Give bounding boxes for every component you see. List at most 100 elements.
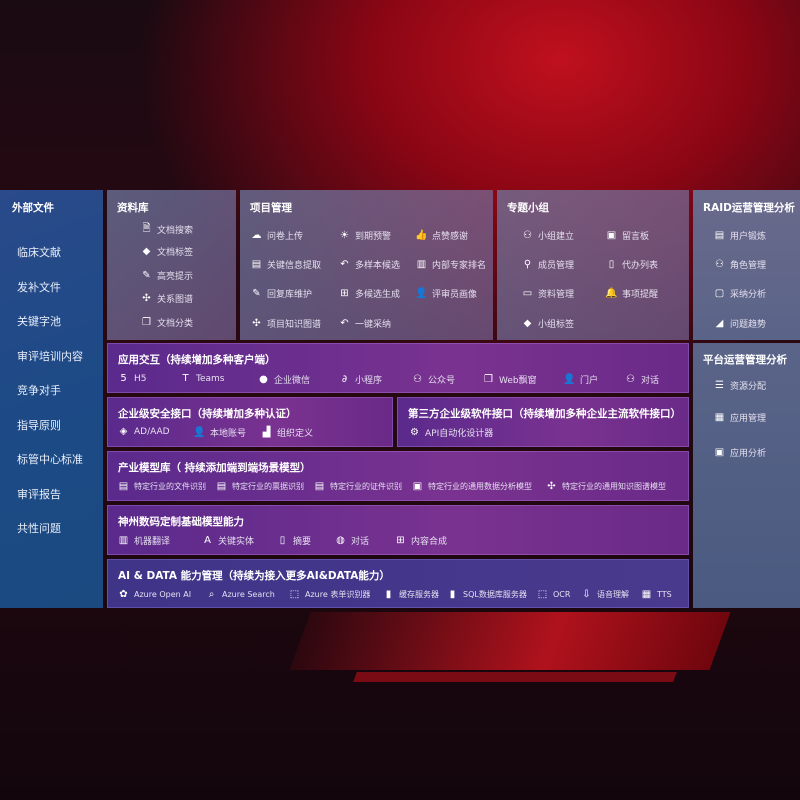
item-security[interactable]: ▟ 组织定义	[260, 426, 313, 439]
item-label: 一键采纳	[355, 320, 392, 330]
item-group[interactable]: 🔔 事项提醒	[605, 287, 658, 300]
item-interaction[interactable]: ∂ 小程序	[338, 373, 382, 386]
item-aidata[interactable]: ⇩ 语音理解	[580, 589, 629, 600]
item-project[interactable]: 👤 评审员画像	[415, 287, 477, 300]
item-library[interactable]: 🗎 文档搜索	[140, 221, 193, 238]
item-label: 成员管理	[538, 261, 575, 271]
tag-icon: ◆	[523, 318, 532, 329]
sidebar-item[interactable]: 指导原则	[17, 418, 61, 432]
item-label: 对话	[351, 537, 370, 547]
sidebar-item[interactable]: 审评培训内容	[17, 349, 83, 363]
item-label: 关系图谱	[157, 295, 194, 305]
item-base[interactable]: ◍ 对话	[334, 534, 369, 547]
item-project[interactable]: ▤ 关键信息提取	[250, 258, 321, 271]
item-raid[interactable]: ▤ 用户锻炼	[713, 229, 766, 242]
item-security[interactable]: ◈ AD/AAD	[117, 426, 170, 437]
panel-app-interaction: 应用交互（持续增加多种客户端） 5 H5 T Teams ● 企业微信 ∂ 小程序 ⚇ 公众号 ❒ We…	[107, 343, 689, 393]
item-aidata[interactable]: ⌕ Azure Search	[205, 589, 275, 600]
local-account-icon: 👤	[193, 427, 206, 438]
item-industry[interactable]: ▤ 特定行业的文件识别	[117, 481, 206, 492]
item-label: 特定行业的通用知识图谱模型	[562, 482, 666, 491]
item-label: 内部专家排名	[432, 261, 487, 271]
sidebar-item[interactable]: 共性问题	[17, 522, 61, 535]
item-base[interactable]: ▯ 摘要	[276, 534, 311, 547]
item-label: Azure 表单识别器	[305, 590, 371, 599]
item-label: 关键信息提取	[267, 261, 322, 271]
item-label: 特定行业的文件识别	[134, 482, 206, 491]
item-project[interactable]: ↶ 多样本候选	[338, 258, 400, 271]
item-project[interactable]: ☀ 到期预警	[338, 229, 391, 242]
item-base[interactable]: ⊞ 内容合成	[394, 534, 447, 547]
item-base[interactable]: ▥ 机器翻译	[117, 534, 170, 547]
item-security[interactable]: 👤 本地账号	[193, 426, 246, 439]
puzzle-icon: ⊞	[340, 288, 349, 299]
item-group[interactable]: ⚇ 小组建立	[521, 229, 574, 242]
item-label: 摘要	[293, 537, 312, 547]
item-label: 缓存服务器	[399, 590, 439, 599]
sidebar-item[interactable]: 发补文件	[17, 280, 61, 294]
item-label: 点赞感谢	[432, 232, 469, 242]
item-platform[interactable]: ▦ 应用管理	[713, 411, 766, 424]
item-interaction[interactable]: T Teams	[179, 373, 224, 384]
item-label: 采纳分析	[730, 290, 767, 300]
item-project[interactable]: ⊞ 多候选生成	[338, 287, 400, 300]
sidebar-item[interactable]: 竞争对手	[17, 384, 61, 397]
sidebar-item[interactable]: 临床文献	[17, 246, 61, 259]
item-project[interactable]: 👍 点赞感谢	[415, 229, 468, 242]
item-group[interactable]: ▭ 资料管理	[521, 287, 574, 300]
tag-icon: ◆	[142, 246, 151, 257]
item-aidata[interactable]: ✿ Azure Open AI	[117, 589, 191, 600]
thumbs-up-icon: 👍	[415, 230, 428, 241]
item-aidata[interactable]: ▮ 缓存服务器	[382, 589, 439, 600]
item-industry[interactable]: ✣ 特定行业的通用知识图谱模型	[545, 481, 666, 492]
item-raid[interactable]: ⚇ 角色管理	[713, 258, 766, 271]
item-project[interactable]: ▥ 内部专家排名	[415, 258, 486, 271]
item-project[interactable]: ↶ 一键采纳	[338, 317, 391, 330]
item-group[interactable]: ◆ 小组标签	[521, 317, 574, 330]
item-interaction[interactable]: ⚇ 公众号	[411, 373, 455, 386]
item-label: 问题趋势	[730, 320, 767, 330]
item-project[interactable]: ✣ 项目知识图谱	[250, 317, 321, 330]
item-library[interactable]: ✣ 关系图谱	[140, 292, 193, 305]
item-base[interactable]: A 关键实体	[201, 534, 254, 547]
sidebar-item[interactable]: 标管中心标准	[17, 453, 83, 466]
item-label: 特定行业的通用数据分析模型	[428, 482, 532, 491]
item-raid[interactable]: ▢ 采纳分析	[713, 287, 766, 300]
sidebar-item[interactable]: 关键字池	[17, 315, 61, 328]
folder-icon: ▭	[522, 288, 533, 299]
item-industry[interactable]: ▣ 特定行业的通用数据分析模型	[411, 481, 532, 492]
item-library[interactable]: ✎ 高亮提示	[140, 269, 193, 282]
item-platform[interactable]: ▣ 应用分析	[713, 446, 766, 459]
item-aidata[interactable]: ⬚ OCR	[536, 589, 571, 600]
item-group[interactable]: ⚲ 成员管理	[521, 258, 574, 271]
apps-icon: ▦	[714, 412, 725, 423]
window-icon: ❒	[484, 374, 493, 385]
item-project[interactable]: ☁ 问卷上传	[250, 229, 304, 242]
item-interaction[interactable]: ● 企业微信	[257, 373, 310, 386]
item-library[interactable]: ❐ 文档分类	[140, 316, 193, 329]
item-group[interactable]: ▯ 代办列表	[605, 258, 658, 271]
item-label: OCR	[553, 590, 571, 599]
item-label: 高亮提示	[157, 272, 194, 282]
item-library[interactable]: ◆ 文档标签	[140, 245, 193, 258]
item-project[interactable]: ✎ 回复库维护	[250, 287, 312, 300]
user-icon: 👤	[415, 288, 428, 299]
item-interaction[interactable]: 5 H5	[117, 373, 146, 384]
item-aidata[interactable]: ⬚ Azure 表单识别器	[288, 589, 371, 600]
item-industry[interactable]: ▤ 特定行业的证件识别	[313, 481, 402, 492]
item-aidata[interactable]: ▮ SQL数据库服务器	[446, 589, 527, 600]
item-interaction[interactable]: ⚇ 对话	[624, 373, 659, 386]
item-platform[interactable]: ☰ 资源分配	[713, 379, 766, 392]
panel-title: 第三方企业级软件接口（持续增加多种企业主流软件接口）	[408, 408, 681, 420]
item-thirdparty[interactable]: ⚙ API自动化设计器	[408, 426, 493, 439]
item-interaction[interactable]: 👤 门户	[563, 373, 598, 386]
item-interaction[interactable]: ❒ Web飘窗	[482, 373, 537, 386]
item-label: 项目知识图谱	[267, 320, 322, 330]
item-group[interactable]: ▣ 留言板	[605, 229, 649, 242]
item-label: 语音理解	[597, 590, 629, 599]
item-aidata[interactable]: ▦ TTS	[640, 589, 672, 600]
item-raid[interactable]: ◢ 问题趋势	[713, 317, 766, 330]
item-industry[interactable]: ▤ 特定行业的票据识别	[215, 481, 304, 492]
sidebar-item[interactable]: 审评报告	[17, 487, 61, 501]
receipt-icon: ▤	[216, 481, 227, 492]
